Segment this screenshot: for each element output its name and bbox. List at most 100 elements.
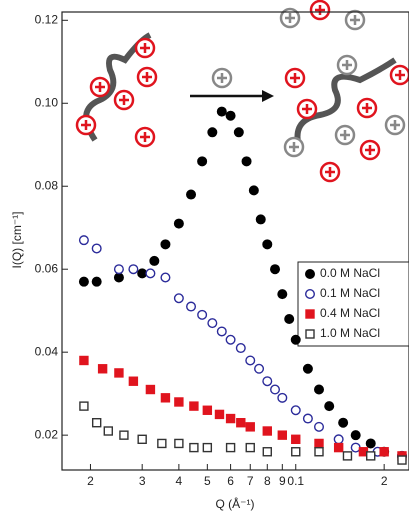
data-point xyxy=(397,455,407,465)
ion-sign xyxy=(217,73,227,83)
data-point xyxy=(324,401,335,412)
legend-marker xyxy=(305,309,315,319)
ion-sign xyxy=(95,82,105,92)
data-point xyxy=(277,430,288,440)
data-point xyxy=(314,438,324,449)
data-point xyxy=(119,430,129,440)
data-point xyxy=(314,421,325,432)
x-tick-label: 5 xyxy=(204,474,211,488)
data-point xyxy=(173,218,184,229)
ion-sign xyxy=(140,132,150,142)
x-tick-label: 0.1 xyxy=(287,474,304,488)
data-point xyxy=(79,401,89,411)
data-point xyxy=(202,405,213,415)
data-point xyxy=(137,434,147,445)
ion-sign xyxy=(365,145,375,155)
ion-sign xyxy=(142,72,152,82)
data-point xyxy=(333,442,344,453)
data-point xyxy=(338,417,349,428)
legend-label: 0.4 M NaCl xyxy=(320,306,380,320)
data-point xyxy=(137,268,148,279)
data-point xyxy=(186,189,197,200)
data-point xyxy=(225,413,236,424)
y-tick-label: 0.12 xyxy=(35,12,59,26)
x-tick-label: 3 xyxy=(139,474,146,488)
data-point xyxy=(78,235,89,246)
x-tick-label: 2 xyxy=(381,474,388,488)
data-point xyxy=(149,255,160,266)
data-point xyxy=(128,264,139,275)
data-point xyxy=(236,418,246,428)
data-point xyxy=(174,397,184,407)
data-point xyxy=(197,156,208,167)
data-point xyxy=(314,447,324,457)
data-point xyxy=(114,368,124,378)
data-point xyxy=(103,426,113,436)
data-point xyxy=(366,451,376,461)
x-tick-label: 9 xyxy=(279,474,286,488)
data-point xyxy=(225,334,236,345)
y-tick-label: 0.04 xyxy=(35,344,59,358)
data-point xyxy=(145,268,156,279)
ion-sign xyxy=(285,13,295,23)
data-point xyxy=(262,426,272,436)
data-point xyxy=(189,401,199,411)
data-point xyxy=(160,239,171,250)
x-tick-label: 8 xyxy=(264,474,271,488)
data-point xyxy=(214,409,225,420)
data-point xyxy=(157,438,167,449)
data-point xyxy=(113,264,124,275)
data-point xyxy=(216,106,227,117)
legend-box xyxy=(297,261,409,347)
ion-sign xyxy=(325,167,335,177)
y-tick-label: 0.08 xyxy=(35,178,59,192)
ion-sign xyxy=(342,60,352,70)
data-point xyxy=(291,434,301,445)
ion-sign xyxy=(119,95,129,105)
data-point xyxy=(302,363,313,374)
data-point xyxy=(245,355,256,366)
data-point xyxy=(225,110,236,121)
data-point xyxy=(284,313,295,324)
data-point xyxy=(233,127,244,138)
data-point xyxy=(245,422,255,432)
data-point xyxy=(235,343,246,354)
ion-sign xyxy=(390,120,400,130)
data-point xyxy=(333,434,344,445)
x-axis-label: Q (Å⁻¹) xyxy=(216,496,255,511)
data-point xyxy=(97,364,108,374)
y-tick-label: 0.10 xyxy=(35,95,59,109)
data-point xyxy=(262,447,272,457)
data-point xyxy=(248,185,259,196)
ion-sign xyxy=(362,103,372,113)
data-point xyxy=(207,127,218,138)
x-tick-label: 7 xyxy=(247,474,254,488)
data-point xyxy=(128,376,139,386)
data-point xyxy=(160,272,171,283)
ion-sign xyxy=(289,142,299,152)
data-point xyxy=(91,243,102,254)
data-point xyxy=(174,438,184,449)
y-axis-label: I(Q) [cm⁻¹] xyxy=(10,212,24,269)
x-tick-label: 6 xyxy=(227,474,234,488)
ion-sign xyxy=(302,104,312,114)
data-point xyxy=(302,413,313,424)
x-tick-label: 2 xyxy=(87,474,94,488)
legend-label: 1.0 M NaCl xyxy=(320,326,380,340)
data-point xyxy=(79,355,89,366)
data-point xyxy=(290,334,301,345)
data-point xyxy=(350,442,361,453)
data-point xyxy=(291,447,301,457)
ion-sign xyxy=(350,15,360,25)
data-point xyxy=(277,289,288,300)
legend-marker xyxy=(305,269,316,280)
legend-label: 0.0 M NaCl xyxy=(320,266,380,280)
data-point xyxy=(270,264,281,275)
data-point xyxy=(225,442,236,453)
ion-sign xyxy=(290,73,300,83)
data-point xyxy=(277,392,288,403)
ion-sign xyxy=(340,130,350,140)
ion-sign xyxy=(140,43,150,53)
legend-marker xyxy=(305,289,316,300)
